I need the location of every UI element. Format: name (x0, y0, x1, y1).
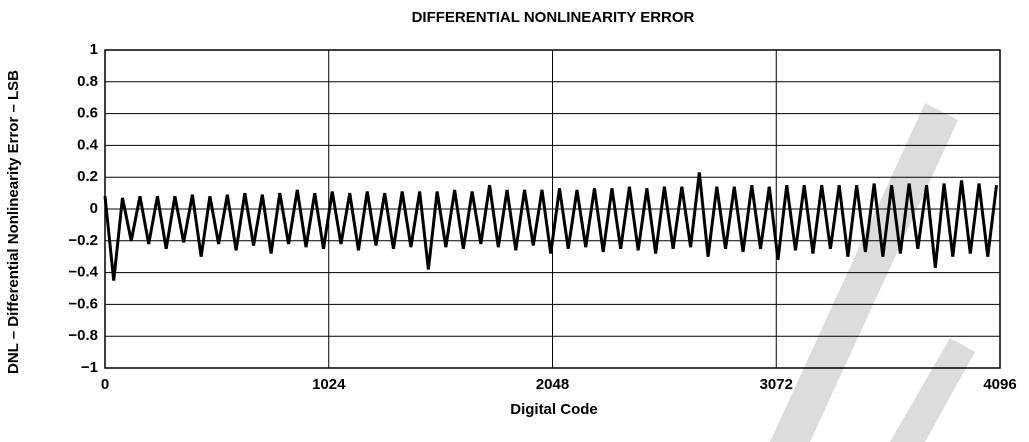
dnl-trace (103, 172, 998, 281)
chart-title: DIFFERENTIAL NONLINEARITY ERROR (412, 9, 695, 26)
y-tick-label: 0.4 (77, 136, 99, 153)
y-tick-label: 0.8 (77, 73, 98, 90)
y-tick-label: −0.8 (68, 327, 98, 344)
x-axis-label: Digital Code (510, 401, 598, 418)
y-tick-label: 0.6 (77, 105, 98, 122)
watermark (890, 338, 975, 442)
y-tick-label: −1 (81, 359, 98, 376)
y-tick-label: −0.6 (68, 295, 98, 312)
y-tick-label: 1 (90, 41, 98, 58)
y-tick-label: −0.4 (68, 264, 98, 281)
x-tick-label: 3072 (760, 376, 793, 393)
y-tick-label: 0.2 (77, 168, 98, 185)
x-tick-label: 4096 (983, 376, 1016, 393)
x-tick-label: 1024 (312, 376, 346, 393)
y-tick-label: −0.2 (68, 232, 98, 249)
y-axis-label: DNL – Differential Nonlinearity Error – … (5, 70, 22, 374)
x-tick-label: 0 (101, 376, 109, 393)
y-tick-label: 0 (90, 200, 98, 217)
x-tick-label: 2048 (536, 376, 569, 393)
